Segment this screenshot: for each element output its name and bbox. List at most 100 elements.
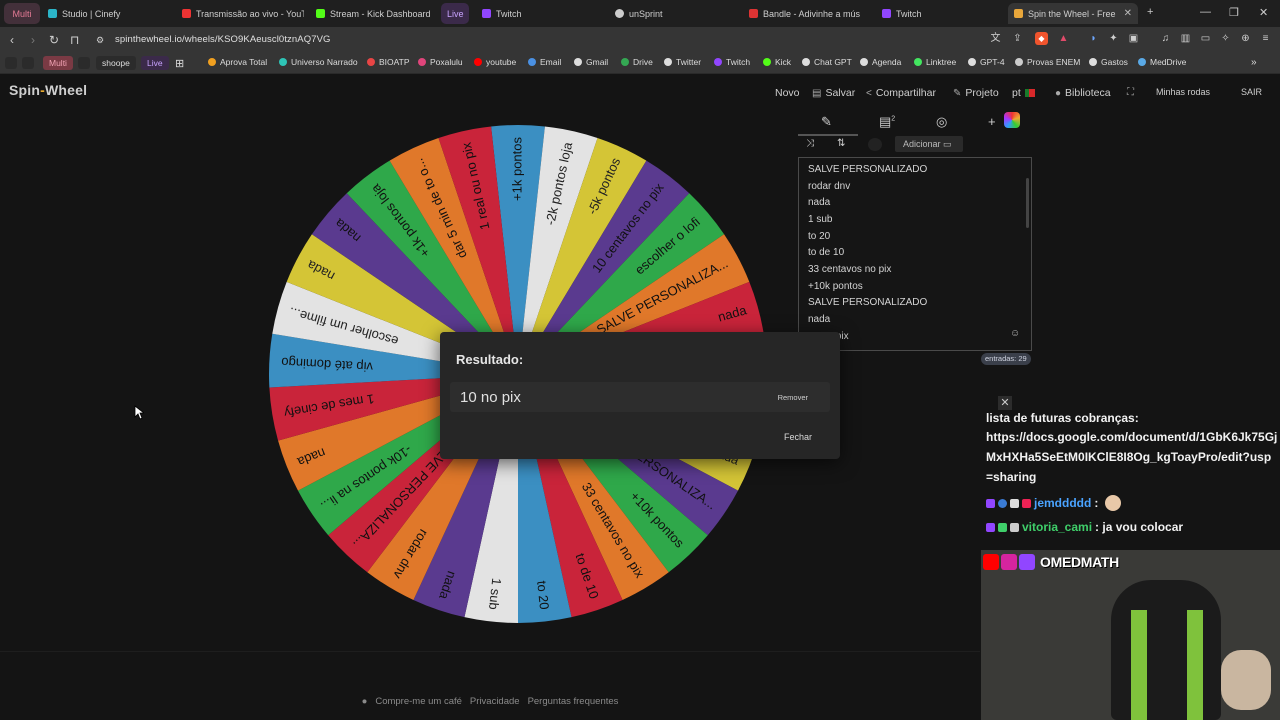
language-selector[interactable]: pt xyxy=(1012,87,1035,99)
footer-coffee-link[interactable]: Compre-me um café xyxy=(375,696,462,707)
image-icon[interactable] xyxy=(868,138,882,151)
entries-scrollbar[interactable] xyxy=(1026,178,1029,228)
chat-close-icon[interactable]: ✕ xyxy=(998,396,1012,410)
screenshot-icon[interactable]: ▣ xyxy=(1128,33,1139,44)
remove-button[interactable]: Remover xyxy=(777,393,808,402)
bookmark-favicon xyxy=(367,58,375,66)
chair-stripe xyxy=(1187,610,1203,720)
bookmark-item[interactable]: Gastos xyxy=(1089,57,1128,67)
vpn-icon[interactable]: ⊕ xyxy=(1241,33,1250,44)
close-window-button[interactable]: ✕ xyxy=(1259,7,1269,19)
close-button[interactable]: Fechar xyxy=(784,432,813,442)
hide-eye-icon[interactable]: ◎ xyxy=(936,114,948,129)
forward-icon[interactable]: › xyxy=(31,33,35,47)
tab-twitch-2[interactable]: Twitch xyxy=(876,3,1004,24)
more-bookmarks-icon[interactable]: » xyxy=(1251,57,1257,68)
wheel-segment xyxy=(518,160,690,374)
bookmark-icon[interactable] xyxy=(5,57,17,69)
fullscreen-icon[interactable]: ⛶ xyxy=(1127,87,1134,98)
entries-textarea[interactable]: SALVE PERSONALIZADO rodar dnv nada 1 sub… xyxy=(798,157,1032,351)
reload-icon[interactable]: ↻ xyxy=(49,33,60,47)
bookmark-item[interactable]: Kick xyxy=(763,57,791,67)
twitch-icon xyxy=(1019,554,1035,570)
bookmark-item[interactable]: BIOATP xyxy=(367,57,410,67)
site-info-icon[interactable]: ⚙ xyxy=(96,35,105,45)
bookmark-item[interactable]: Email xyxy=(528,57,561,67)
bookmark-icon[interactable] xyxy=(78,57,90,69)
wallet-card-icon[interactable]: ▭ xyxy=(1200,33,1211,44)
nav-novo[interactable]: Novo xyxy=(775,87,800,99)
footer-faq-link[interactable]: Perguntas frequentes xyxy=(527,696,619,707)
nav-projeto[interactable]: ✎ Projeto xyxy=(953,87,999,99)
share-icon[interactable]: ⇪ xyxy=(1013,33,1022,44)
url-field[interactable]: spinthewheel.io/wheels/KSO9KAeuscl0tznAQ… xyxy=(115,34,331,45)
bookmark-icon[interactable]: ⊓ xyxy=(70,33,80,47)
extensions-icon[interactable]: ✦ xyxy=(1109,33,1118,44)
clipboard-icon[interactable]: ▤2 xyxy=(879,114,896,129)
wallet-icon[interactable]: ◗ xyxy=(1090,33,1097,44)
bookmark-item[interactable]: Provas ENEM xyxy=(1015,57,1080,67)
bookmark-item[interactable]: Drive xyxy=(621,57,653,67)
apps-grid-icon[interactable]: ⊞ xyxy=(175,58,185,70)
bookmark-item[interactable]: Chat GPT xyxy=(802,57,852,67)
tab-kick-dashboard[interactable]: Stream - Kick Dashboard xyxy=(310,3,436,24)
result-dialog: Resultado: 10 no pix Remover Fechar xyxy=(440,332,840,459)
close-tab-icon[interactable]: ✕ xyxy=(1123,8,1132,19)
logout-button[interactable]: SAIR xyxy=(1241,87,1263,97)
tab-live[interactable]: Live xyxy=(441,3,469,24)
emoji-icon[interactable]: ☺ xyxy=(1010,328,1021,339)
bookmark-item[interactable]: Universo Narrado xyxy=(279,57,358,67)
app-logo[interactable]: Spin-Wheel xyxy=(9,82,88,98)
nav-compartilhar[interactable]: < Compartilhar xyxy=(866,87,936,99)
bookmark-item[interactable]: Twitch xyxy=(714,57,750,67)
tab-spin-the-wheel[interactable]: Spin the Wheel - Free W✕ xyxy=(1008,3,1138,24)
brave-shield-icon[interactable]: ◆ xyxy=(1035,32,1048,45)
tab-studio-cinefy[interactable]: Studio | Cinefy xyxy=(42,3,172,24)
tab-twitch-1[interactable]: Twitch xyxy=(476,3,604,24)
entry-line: nada xyxy=(808,314,831,325)
nav-minhas-rodas[interactable]: Minhas rodas xyxy=(1156,87,1211,97)
translate-icon[interactable]: 文 xyxy=(990,33,1001,44)
sidebar-icon[interactable]: ▥ xyxy=(1180,33,1191,44)
bookmark-multi[interactable]: Multi xyxy=(43,56,73,70)
leo-ai-icon[interactable]: ✧ xyxy=(1221,33,1230,44)
nav-salvar[interactable]: ▤ Salvar xyxy=(812,87,856,99)
add-image-button[interactable]: Adicionar ▭ xyxy=(895,136,963,152)
wheel-segment xyxy=(518,193,725,374)
bookmark-item[interactable]: Aprova Total xyxy=(208,57,267,67)
bookmark-icon[interactable] xyxy=(22,57,34,69)
color-palette-icon[interactable] xyxy=(1004,112,1020,128)
sort-icon[interactable]: ⇅ xyxy=(837,138,846,149)
minimize-button[interactable]: — xyxy=(1200,6,1211,18)
bookmark-item[interactable]: Linktree xyxy=(914,57,956,67)
tab-bandle[interactable]: Bandle - Adivinhe a mús xyxy=(743,3,871,24)
edit-pencil-icon[interactable]: ✎ xyxy=(821,114,832,129)
back-icon[interactable]: ‹ xyxy=(10,33,14,47)
menu-icon[interactable]: ≡ xyxy=(1262,33,1269,44)
badge-icon xyxy=(1010,498,1019,508)
media-icon[interactable]: ♫ xyxy=(1161,33,1170,44)
rewards-icon[interactable]: ▲ xyxy=(1058,33,1069,44)
footer-privacy-link[interactable]: Privacidade xyxy=(469,696,520,707)
divider xyxy=(0,651,980,652)
new-tab-button[interactable]: + xyxy=(1147,6,1154,18)
bookmark-item[interactable]: Gmail xyxy=(574,57,608,67)
tab-unsprint[interactable]: unSprint xyxy=(609,3,739,24)
tab-youtube[interactable]: Transmissão ao vivo - YouTube xyxy=(176,3,304,24)
shuffle-icon[interactable]: ⤨ xyxy=(806,138,814,149)
maximize-button[interactable]: ❐ xyxy=(1229,7,1239,19)
bookmark-favicon xyxy=(1015,58,1023,66)
share-icon: < xyxy=(866,87,872,99)
bookmark-shoope[interactable]: shoope xyxy=(96,56,136,70)
bookmark-item[interactable]: GPT-4 xyxy=(968,57,1005,67)
bookmark-live[interactable]: Live xyxy=(141,56,169,70)
nav-biblioteca[interactable]: ● Biblioteca xyxy=(1055,87,1111,99)
workspace-button[interactable]: Multi xyxy=(4,3,40,24)
add-plus-icon[interactable]: + xyxy=(988,114,996,129)
bookmark-item[interactable]: youtube xyxy=(474,57,516,67)
bookmark-item[interactable]: Poxalulu xyxy=(418,57,463,67)
bookmark-item[interactable]: Twitter xyxy=(664,57,701,67)
badge-icon xyxy=(998,498,1007,508)
bookmark-item[interactable]: MedDrive xyxy=(1138,57,1186,67)
bookmark-item[interactable]: Agenda xyxy=(860,57,901,67)
